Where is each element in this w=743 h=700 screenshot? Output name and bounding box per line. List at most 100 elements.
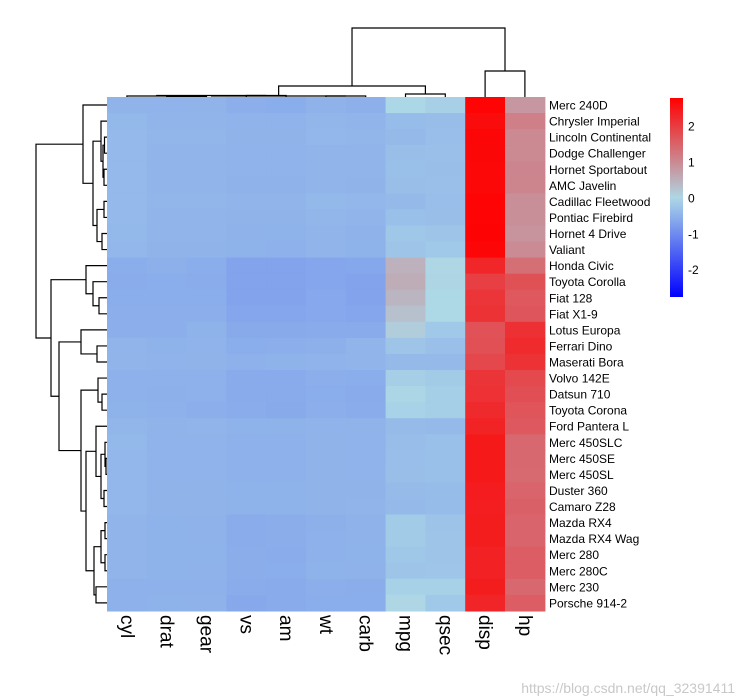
heatmap-cell	[505, 514, 546, 532]
row-label: Fiat X1-9	[549, 307, 598, 321]
heatmap-cell	[107, 514, 148, 532]
heatmap-cell	[146, 482, 188, 500]
column-label: wt	[315, 614, 336, 635]
heatmap-cell	[385, 482, 426, 500]
heatmap-cell	[385, 177, 426, 194]
heatmap-cell	[465, 113, 506, 130]
heatmap-cell	[385, 337, 426, 355]
heatmap-cell	[146, 578, 188, 596]
heatmap-cell	[306, 113, 347, 130]
heatmap-cell	[465, 193, 506, 211]
heatmap-cell	[266, 578, 307, 596]
dendrogram-branch	[104, 521, 107, 540]
heatmap-cell	[306, 97, 347, 114]
heatmap-cell	[505, 546, 546, 564]
heatmap-cell	[385, 562, 426, 580]
heatmap-cell	[266, 161, 307, 178]
heatmap-cell	[505, 337, 546, 355]
heatmap-cell	[425, 337, 466, 355]
heatmap-cell	[146, 402, 188, 419]
heatmap-cell	[146, 386, 188, 403]
row-label: Fiat 128	[549, 291, 593, 305]
heatmap-cell	[306, 482, 347, 500]
heatmap-cell	[465, 594, 506, 612]
heatmap-cell	[345, 418, 387, 435]
heatmap-cell	[266, 321, 307, 339]
heatmap-cell	[465, 97, 506, 114]
row-label: Toyota Corolla	[549, 275, 626, 289]
heatmap-cell	[505, 450, 546, 467]
heatmap-cell	[226, 129, 267, 146]
heatmap-cell	[385, 418, 426, 435]
heatmap-cell	[226, 514, 267, 532]
heatmap-cell	[385, 161, 426, 178]
heatmap-cell	[385, 321, 426, 339]
row-label: Duster 360	[549, 484, 608, 498]
heatmap-cell	[266, 209, 307, 227]
heatmap-cell	[107, 209, 148, 227]
row-label: Merc 450SLC	[549, 436, 623, 450]
heatmap-cell	[146, 450, 188, 467]
heatmap-cell	[107, 145, 148, 162]
heatmap-cell	[465, 353, 506, 371]
heatmap-cell	[465, 402, 506, 419]
heatmap-cell	[146, 305, 188, 323]
dendrogram-branch	[101, 232, 107, 251]
heatmap-cell	[266, 418, 307, 435]
heatmap-cell	[425, 418, 466, 435]
heatmap-cell	[505, 466, 546, 484]
heatmap-cell	[146, 129, 188, 146]
heatmap-cell	[505, 434, 546, 451]
heatmap-cell	[226, 321, 267, 339]
column-label: cyl	[116, 615, 137, 638]
heatmap-cell	[306, 402, 347, 419]
heatmap-cell	[107, 321, 148, 339]
heatmap-cell	[385, 289, 426, 307]
legend-tick-label: 1	[688, 156, 695, 170]
heatmap-cell	[385, 546, 426, 564]
heatmap-cell	[505, 498, 546, 516]
row-label: Maserati Bora	[549, 355, 624, 369]
heatmap-cell	[186, 402, 227, 419]
heatmap-cell	[465, 177, 506, 194]
heatmap-cell	[266, 434, 307, 451]
heatmap-cell	[146, 241, 188, 259]
heatmap-cell	[306, 578, 347, 596]
heatmap-cell	[146, 562, 188, 580]
heatmap-cell	[345, 386, 387, 403]
row-label: Ferrari Dino	[549, 339, 613, 353]
heatmap-cell	[385, 466, 426, 484]
heatmap-cell	[107, 402, 148, 419]
heatmap-cell	[186, 177, 227, 194]
heatmap-cell	[107, 466, 148, 484]
heatmap-cell	[345, 514, 387, 532]
heatmap-cell	[505, 113, 546, 130]
heatmap-cell	[226, 466, 267, 484]
heatmap-cell	[425, 257, 466, 275]
heatmap-cell	[266, 514, 307, 532]
heatmap-cell	[107, 129, 148, 146]
heatmap-cell	[425, 273, 466, 291]
heatmap-cell	[306, 594, 347, 612]
dendrogram-branch	[351, 27, 506, 86]
heatmap-cell	[266, 145, 307, 162]
heatmap-cell	[425, 482, 466, 500]
dendrogram-branch	[103, 168, 107, 186]
heatmap-cell	[107, 578, 148, 596]
legend-tick-label: -2	[688, 263, 699, 277]
heatmap-cell	[266, 97, 307, 114]
row-label: Cadillac Fleetwood	[549, 195, 650, 209]
heatmap-cell	[226, 161, 267, 178]
heatmap-cell	[425, 289, 466, 307]
heatmap-cell	[385, 450, 426, 467]
heatmap-cell	[345, 273, 387, 291]
heatmap-cell	[146, 225, 188, 243]
heatmap-cell	[385, 353, 426, 371]
heatmap-cell	[385, 145, 426, 162]
heatmap-cell	[266, 129, 307, 146]
heatmap-cell	[465, 546, 506, 564]
heatmap-cell	[266, 257, 307, 275]
heatmap-cell	[146, 418, 188, 435]
column-label: drat	[156, 615, 177, 648]
heatmap-cell	[306, 418, 347, 435]
